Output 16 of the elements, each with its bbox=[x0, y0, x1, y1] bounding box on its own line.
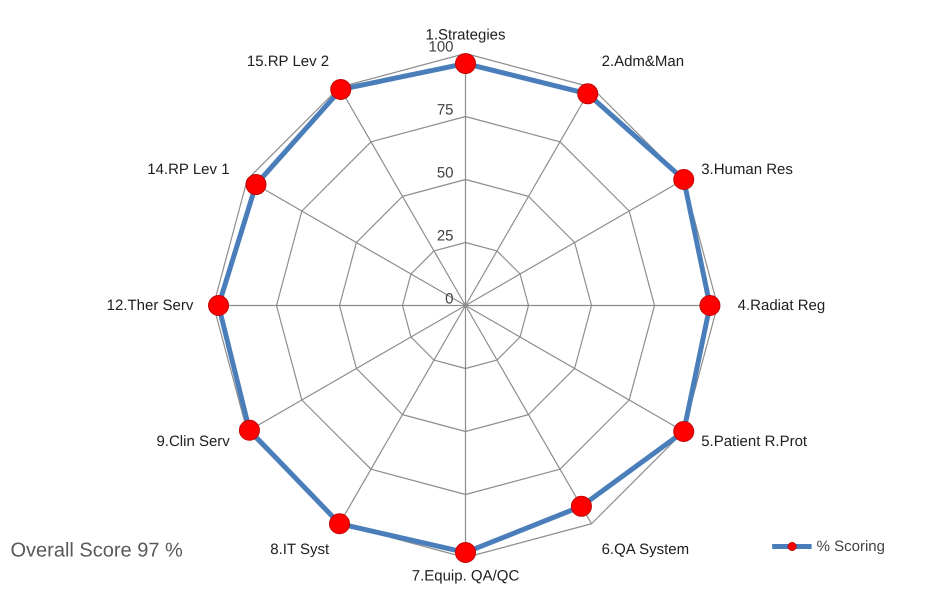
spoke-label: 8.IT Syst bbox=[270, 541, 330, 558]
legend-label: % Scoring bbox=[816, 538, 885, 554]
y-tick-label: 50 bbox=[436, 164, 454, 182]
spoke-label: 7.Equip. QA/QC bbox=[412, 568, 520, 585]
y-tick-label: 75 bbox=[436, 102, 454, 118]
text: Overall Score 97 % bbox=[10, 540, 184, 562]
spoke-label: 5.Patient R.Prot bbox=[701, 433, 808, 450]
spoke-label: 4.Radiat Reg bbox=[738, 297, 826, 314]
spoke-label: 2.Adm&Man bbox=[602, 52, 684, 70]
spoke-label: 3.Human Res bbox=[701, 160, 793, 178]
spoke-label: 12.Ther Serv bbox=[106, 297, 194, 314]
spoke-label: 6.QA System bbox=[602, 541, 690, 558]
spoke-label: 14.RP Lev 1 bbox=[147, 160, 230, 178]
y-tick-label: 25 bbox=[436, 228, 454, 244]
spoke-label: 15.RP Lev 2 bbox=[246, 52, 330, 70]
spoke-label: 9.Clin Serv bbox=[156, 433, 230, 450]
